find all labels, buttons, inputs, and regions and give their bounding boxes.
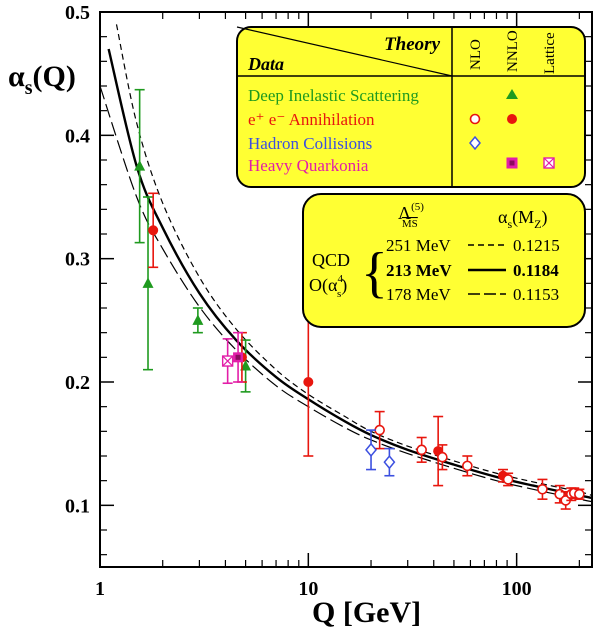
y-tick-label: 0.1 [65, 495, 90, 517]
marker-square-filled-inner [235, 354, 241, 360]
qcd-label: QCD [312, 250, 350, 270]
marker-circle-open [574, 488, 585, 500]
x-tick-label: 1 [95, 578, 105, 600]
legend-marker-dis-nnlo [506, 89, 518, 99]
data-point-triangle [134, 88, 146, 244]
qcd-lambda-header: Λ(5) MS [398, 201, 424, 230]
x-tick-label: 10 [298, 578, 318, 600]
qcd-row-2-lambda: 213 MeV [386, 261, 452, 280]
legend-background [236, 26, 586, 188]
legend-row-quarkonia: Heavy Quarkonia [248, 156, 369, 175]
marker-circle-open [416, 444, 427, 456]
data-points [134, 88, 585, 510]
marker-circle-open [437, 451, 448, 463]
curve-213-mev [107, 48, 593, 500]
curve-251-mev [115, 24, 593, 497]
qcd-row-3-alpha: 0.1153 [513, 285, 559, 304]
qcd-row-1-lambda: 251 MeV [386, 236, 451, 255]
qcd-row-2-alpha: 0.1184 [513, 261, 559, 280]
legend-row-hadron: Hadron Collisions [248, 134, 372, 153]
data-point-square-filled [233, 331, 244, 383]
data-point-circle-filled [303, 307, 314, 457]
y-tick-label: 0.3 [65, 249, 90, 271]
legend-col-lattice: Lattice [542, 32, 558, 74]
data-point-diamond-open [383, 447, 396, 477]
data-point-circle-open [437, 444, 448, 471]
legend-marker-ee-nlo [469, 113, 481, 125]
qcd-row-3-lambda: 178 MeV [386, 285, 451, 304]
marker-diamond-open [383, 454, 396, 470]
qcd-order-label: O(α4 s) [309, 273, 347, 300]
data-point-circle-open [416, 436, 427, 463]
data-point-square-x [221, 338, 234, 385]
legend-diagonal [236, 26, 453, 77]
x-tick-label: 100 [502, 578, 532, 600]
axis-ticks: 1 10 100 0.1 0.2 0.3 0.4 0.5 [65, 2, 592, 600]
marker-circle-filled [148, 225, 159, 236]
curve-178-mev [99, 85, 593, 503]
x-axis-label: Q [GeV] [312, 596, 421, 629]
y-tick-label: 0.2 [65, 372, 90, 394]
y-axis-label: αs(Q) [8, 60, 76, 99]
data-point-circle-open [502, 472, 514, 487]
marker-circle-filled [303, 377, 314, 387]
qcd-brace: { [361, 242, 388, 304]
y-tick-label: 0.4 [65, 125, 90, 147]
legend-panel: Theory Data NLO NNLO Lattice Deep Inelas… [236, 26, 586, 188]
data-point-triangle [142, 196, 154, 371]
marker-circle-open [537, 483, 548, 495]
legend-row-ee: e⁺ e⁻ Annihilation [248, 110, 375, 129]
legend-row-dis: Deep Inelastic Scattering [248, 86, 419, 105]
data-point-diamond-open [365, 429, 378, 471]
legend-data-label: Data [247, 54, 284, 74]
marker-triangle [142, 277, 154, 288]
y-tick-label: 0.5 [65, 2, 90, 24]
plot-frame [99, 11, 593, 568]
marker-triangle [192, 314, 204, 325]
data-point-circle-open [560, 490, 572, 510]
data-point-circle-filled [148, 192, 159, 269]
marker-circle-open [462, 460, 473, 472]
marker-diamond-open [365, 442, 378, 458]
legend-marker-quarkonia-nnlo [506, 157, 518, 169]
legend-col-nlo: NLO [468, 39, 484, 70]
legend-theory-label: Theory [384, 34, 441, 55]
data-point-circle-open [574, 488, 585, 500]
legend-marker-quarkonia-lattice [543, 157, 555, 169]
marker-square-x-cross-b [222, 355, 234, 367]
theory-curves [99, 24, 593, 503]
qcd-alpha-header: αs(MZ) [498, 207, 547, 231]
legend-marker-hadron-nlo [469, 135, 481, 151]
marker-circle-open [502, 474, 514, 485]
qcd-panel: Λ(5) MS αs(MZ) QCD O(α4 s) { 251 MeV 213 M… [302, 193, 586, 328]
data-point-circle-open [462, 455, 473, 477]
marker-triangle [240, 359, 252, 371]
legend-marker-ee-nnlo [507, 114, 517, 124]
qcd-background [302, 193, 586, 328]
data-point-circle-open [537, 478, 548, 500]
qcd-row-1-alpha: 0.1215 [513, 236, 560, 255]
data-point-circle-open [374, 410, 385, 450]
marker-triangle [134, 160, 146, 171]
marker-circle-open [374, 424, 385, 436]
data-point-triangle [192, 307, 204, 334]
legend-col-nnlo: NNLO [505, 30, 521, 72]
